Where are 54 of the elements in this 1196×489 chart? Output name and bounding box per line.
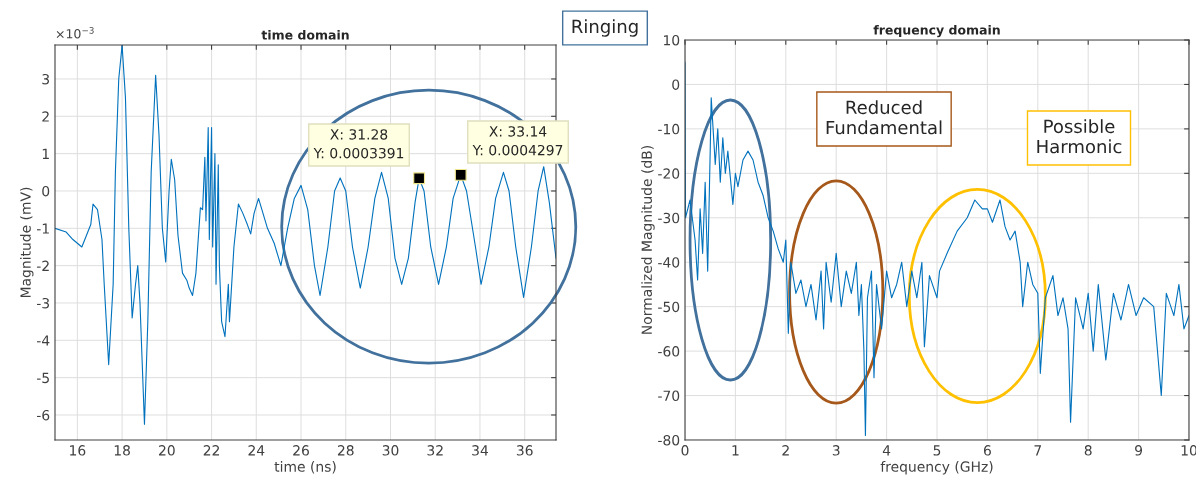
x-tick-label: 6 bbox=[983, 445, 991, 456]
x-tick-label: 34 bbox=[472, 445, 489, 456]
x-tick-label: 9 bbox=[1135, 445, 1143, 456]
y-tick-label: -10 bbox=[658, 123, 680, 135]
y-tick-label: 0 bbox=[672, 79, 680, 90]
x-tick-label: 28 bbox=[337, 445, 354, 456]
annotation: X: 31.28 Y: 0.0003391 bbox=[313, 129, 404, 159]
x-tick-label: 1 bbox=[732, 445, 739, 456]
x-tick-label: 36 bbox=[516, 445, 533, 456]
y-axis-title: Magnitude (mV) bbox=[20, 187, 34, 298]
chart-title: frequency domain bbox=[873, 24, 1000, 38]
x-tick-label: 20 bbox=[159, 445, 175, 456]
x-tick-label: 18 bbox=[114, 445, 130, 456]
x-tick-label: 22 bbox=[203, 445, 220, 456]
x-tick-label: 10 bbox=[1181, 445, 1196, 456]
y-tick-label: -70 bbox=[658, 390, 680, 402]
x-axis-title: time (ns) bbox=[274, 461, 336, 474]
y-tick-label: 1 bbox=[42, 148, 49, 159]
y-tick-label: -30 bbox=[658, 212, 680, 224]
annotation: Possible Harmonic bbox=[1037, 119, 1122, 154]
text: Ringing bbox=[572, 19, 638, 37]
y-tick-label: -80 bbox=[658, 434, 680, 446]
x-tick-label: 16 bbox=[70, 445, 86, 456]
y-tick-label: -2 bbox=[36, 260, 49, 271]
y-axis-title: Normalized Magnitude (dB) bbox=[641, 146, 655, 334]
x-tick-label: 3 bbox=[832, 445, 840, 456]
y-tick-label: -1 bbox=[36, 223, 49, 234]
x-tick-label: 7 bbox=[1034, 445, 1042, 456]
x-axis-title: frequency (GHz) bbox=[880, 461, 993, 475]
y-tick-label: 3 bbox=[42, 73, 50, 85]
y-tick-label: -3 bbox=[36, 297, 50, 309]
x-tick-label: 24 bbox=[248, 445, 265, 456]
y-tick-label: -60 bbox=[658, 346, 680, 357]
x-tick-label: 26 bbox=[293, 445, 309, 456]
x-tick-label: 32 bbox=[427, 445, 443, 456]
y-tick-label: -6 bbox=[36, 409, 50, 421]
x-tick-label: 0 bbox=[681, 445, 689, 456]
y-tick-label: -20 bbox=[658, 168, 680, 179]
x-tick-label: 30 bbox=[382, 445, 399, 456]
y-tick-label: -40 bbox=[658, 257, 680, 268]
x-tick-label: 8 bbox=[1084, 445, 1092, 456]
text: ×10$^{−3}$ bbox=[56, 27, 94, 39]
x-tick-label: 2 bbox=[782, 445, 789, 456]
y-tick-label: 10 bbox=[663, 34, 680, 46]
annotation: X: 33.14 Y: 0.0004297 bbox=[472, 126, 563, 156]
y-tick-label: -5 bbox=[36, 372, 49, 384]
y-tick-label: -50 bbox=[658, 301, 680, 313]
y-tick-label: 0 bbox=[42, 185, 50, 197]
x-tick-label: 5 bbox=[933, 445, 941, 456]
y-tick-label: 2 bbox=[42, 111, 49, 122]
x-tick-label: 4 bbox=[882, 445, 891, 456]
y-tick-label: -4 bbox=[36, 335, 50, 346]
chart-title: time domain bbox=[261, 29, 349, 40]
annotation: Reduced Fundamental bbox=[826, 100, 942, 135]
